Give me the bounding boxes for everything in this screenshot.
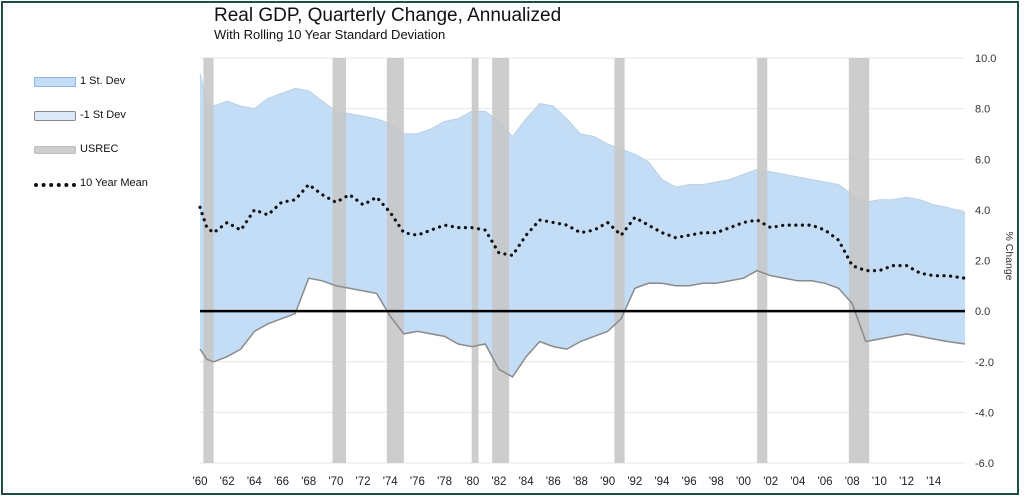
chart-legend: 1 St. Dev -1 St Dev USREC 10 Year Mean [34,72,194,208]
x-tick-label: '90 [600,476,615,488]
legend-label-lower: -1 St Dev [80,109,126,121]
x-tick-label: '10 [872,476,887,488]
y-tick-label: 2.0 [975,256,990,268]
legend-item-lower: -1 St Dev [34,106,194,140]
x-tick-label: '08 [845,476,860,488]
recession-bar-5 [614,58,625,463]
x-tick-label: '00 [736,476,751,488]
y-tick-label: 10.0 [975,53,996,65]
x-tick-label: '66 [274,476,289,488]
x-tick-label: '60 [193,476,208,488]
legend-item-mean: 10 Year Mean [34,174,194,208]
x-tick-label: '94 [654,476,670,488]
x-tick-label: '14 [926,476,942,488]
x-tick-label: '88 [573,476,588,488]
legend-swatch-lower [34,111,76,121]
upper-band-line [199,73,966,213]
x-tick-label: '04 [790,476,806,488]
x-tick-label: '82 [491,476,506,488]
x-tick-label: '72 [356,476,371,488]
x-tick-label: '74 [383,476,399,488]
x-tick-label: '76 [410,476,425,488]
x-tick-label: '86 [546,476,561,488]
recession-bar-4 [492,58,510,463]
y-axis-label: % Change [1003,231,1015,280]
y-tick-label: -6.0 [975,458,994,470]
x-tick-label: '02 [763,476,778,488]
y-tick-label: 4.0 [975,205,990,217]
recession-bar-3 [471,58,479,463]
y-tick-label: 8.0 [975,104,990,116]
lower-band-line [199,269,966,378]
x-tick-label: '64 [247,476,263,488]
x-tick-label: '12 [899,476,914,488]
legend-swatch-recession [34,146,76,154]
legend-label-recession: USREC [80,143,119,155]
y-tick-label: -2.0 [975,357,994,369]
recession-bar-7 [848,58,870,463]
recession-bar-6 [757,58,768,463]
chart-title: Real GDP, Quarterly Change, Annualized [214,5,562,26]
legend-label-upper: 1 St. Dev [80,75,126,87]
mean-line [198,182,967,280]
x-tick-label: '68 [301,476,316,488]
x-tick-label: '92 [627,476,642,488]
legend-label-mean: 10 Year Mean [80,177,148,189]
x-tick-label: '96 [682,476,697,488]
x-tick-label: '06 [818,476,833,488]
y-tick-label: 6.0 [975,154,990,166]
x-tick-label: '62 [220,476,235,488]
legend-swatch-upper [34,77,76,87]
legend-item-upper: 1 St. Dev [34,72,194,106]
legend-item-recession: USREC [34,140,194,174]
recession-bar-1 [332,58,347,463]
legend-swatch-mean [34,183,76,187]
x-tick-label: '78 [437,476,452,488]
recession-bar-0 [203,58,214,463]
x-tick-label: '84 [519,476,535,488]
x-tick-label: '80 [464,476,479,488]
recession-bar-2 [386,58,404,463]
chart-subtitle: With Rolling 10 Year Standard Deviation [214,27,446,42]
y-tick-label: -4.0 [975,407,994,419]
y-tick-label: 0.0 [975,306,990,318]
x-tick-label: '70 [328,476,343,488]
x-tick-label: '98 [709,476,724,488]
